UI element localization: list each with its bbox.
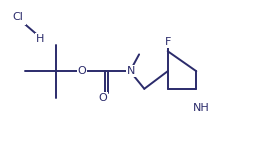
- Text: H: H: [36, 34, 44, 44]
- Text: N: N: [127, 66, 135, 76]
- Text: NH: NH: [193, 103, 210, 113]
- Text: F: F: [165, 37, 171, 47]
- Text: O: O: [98, 93, 107, 103]
- Text: Cl: Cl: [13, 12, 24, 22]
- Text: O: O: [77, 66, 86, 76]
- Text: Cl: Cl: [14, 14, 25, 24]
- Text: H: H: [36, 33, 44, 43]
